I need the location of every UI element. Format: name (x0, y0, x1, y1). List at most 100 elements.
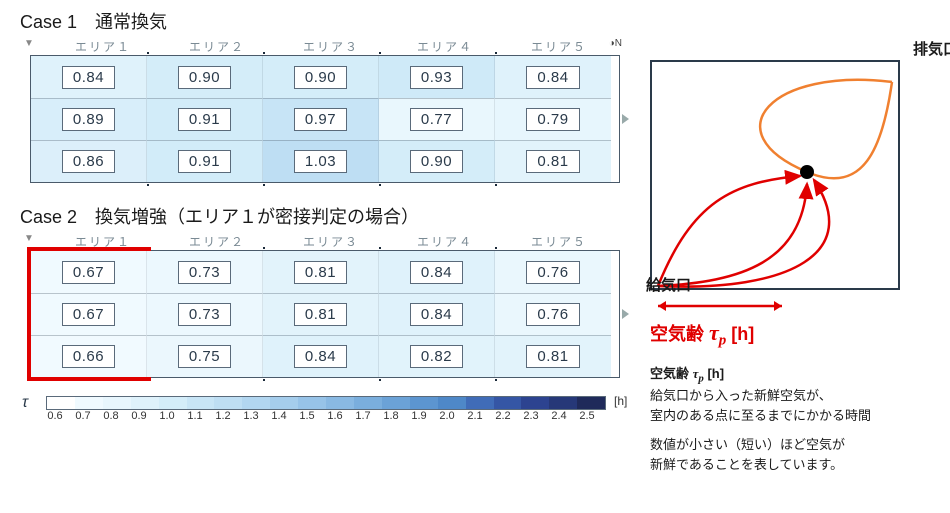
grid-cell: 0.73 (147, 293, 263, 335)
area-label: エリア２ (160, 233, 274, 250)
value-box: 0.67 (62, 303, 115, 326)
grid-cell: 0.90 (263, 56, 379, 98)
grid-cell: 0.77 (379, 98, 495, 140)
scale-segment (521, 397, 549, 409)
scale-tick: 1.7 (349, 410, 377, 422)
area-label: エリア３ (274, 38, 388, 55)
supply-label: 給気口 (646, 274, 691, 295)
legend-line: 数値が小さい（短い）ほど空気が (650, 435, 950, 455)
scale-tick: 2.2 (489, 410, 517, 422)
grid-cell: 0.76 (495, 251, 611, 293)
area-label: エリア５ (502, 233, 616, 250)
value-box: 0.84 (294, 345, 347, 368)
grid-cell: 0.67 (31, 251, 147, 293)
value-box: 0.90 (294, 66, 347, 89)
value-box: 0.76 (526, 261, 579, 284)
scale-segment (214, 397, 242, 409)
scale-tick: 0.8 (97, 410, 125, 422)
grid-row: 0.890.910.970.770.79 (31, 98, 619, 140)
scale-tick: 1.5 (293, 410, 321, 422)
scale-tick: 2.0 (433, 410, 461, 422)
scale-segment (549, 397, 577, 409)
grid-cell: 0.81 (263, 251, 379, 293)
scale-tick: 2.5 (573, 410, 601, 422)
scale-segment (577, 397, 605, 409)
grid-row: 0.660.750.840.820.81 (31, 335, 619, 377)
scale-tick: 1.2 (209, 410, 237, 422)
case2-body: 換気増強（エリア１が密接判定の場合） (77, 207, 419, 227)
case2-grid: 0.670.730.810.840.760.670.730.810.840.76… (30, 250, 620, 378)
case2-title: Case 2 換気増強（エリア１が密接判定の場合） (20, 203, 620, 229)
air-age-prefix: 空気齢 (650, 324, 709, 344)
value-box: 0.90 (178, 66, 231, 89)
grid-cell: 0.73 (147, 251, 263, 293)
grid-cell: 0.97 (263, 98, 379, 140)
scale-segment (242, 397, 270, 409)
value-box: 0.91 (178, 150, 231, 173)
value-box: 0.81 (294, 261, 347, 284)
grid-cell: 0.86 (31, 140, 147, 182)
scale-segment (298, 397, 326, 409)
scale-tick: 1.1 (181, 410, 209, 422)
scale-tick: 1.3 (237, 410, 265, 422)
case1-body: 通常換気 (77, 12, 167, 32)
area-label: エリア４ (388, 233, 502, 250)
tri-left: ▼ (24, 233, 34, 244)
value-box: 0.84 (62, 66, 115, 89)
value-box: 0.90 (410, 150, 463, 173)
air-age-diagram (650, 60, 900, 290)
scale-segment (103, 397, 131, 409)
grid-cell: 0.90 (379, 140, 495, 182)
left-panel: Case 1 通常換気 ▼ エリア１ エリア２ エリア３ エリア４ エリア５ ◑… (0, 0, 640, 474)
area-label: エリア５ (502, 38, 616, 55)
scale-segment (410, 397, 438, 409)
grid-cell: 0.91 (147, 98, 263, 140)
scale-segment (75, 397, 103, 409)
side-marker (622, 114, 629, 124)
grid-cell: 0.84 (495, 56, 611, 98)
grid-cell: 0.89 (31, 98, 147, 140)
grid-cell: 0.84 (379, 293, 495, 335)
grid-cell: 0.81 (495, 335, 611, 377)
grid-cell: 0.84 (31, 56, 147, 98)
legend-line: 室内のある点に至るまでにかかる時間 (650, 406, 950, 426)
value-box: 0.81 (294, 303, 347, 326)
scale-segment (382, 397, 410, 409)
value-box: 0.77 (410, 108, 463, 131)
scale-tick: 2.3 (517, 410, 545, 422)
grid-cell: 1.03 (263, 140, 379, 182)
air-age-caption: 空気齢 τp [h] (650, 320, 950, 350)
grid-cell: 0.84 (379, 251, 495, 293)
scale-tick: 0.6 (41, 410, 69, 422)
area-label: エリア１ (46, 38, 160, 55)
value-box: 0.67 (62, 261, 115, 284)
diagram-svg (652, 62, 902, 292)
bracket-arrow (650, 296, 790, 318)
scale-tick: 0.9 (125, 410, 153, 422)
grid-cell: 0.93 (379, 56, 495, 98)
scale-tick: 0.7 (69, 410, 97, 422)
grid-cell: 0.81 (263, 293, 379, 335)
grid-row: 0.840.900.900.930.84 (31, 56, 619, 98)
value-box: 0.86 (62, 150, 115, 173)
scale-segment (494, 397, 522, 409)
grid-row: 0.67 0.73 0.81 0.84 0.76 (31, 251, 619, 293)
value-box: 1.03 (294, 150, 347, 173)
scale-tick: 1.0 (153, 410, 181, 422)
value-box: 0.91 (178, 108, 231, 131)
grid-row: 0.67 0.73 0.81 0.840.76 (31, 293, 619, 335)
grid-cell: 0.91 (147, 140, 263, 182)
grid-cell: 0.67 (31, 293, 147, 335)
value-box: 0.73 (178, 303, 231, 326)
scale-tick: 1.6 (321, 410, 349, 422)
grid-cell: 0.75 (147, 335, 263, 377)
scale-tick: 2.1 (461, 410, 489, 422)
value-box: 0.73 (178, 261, 231, 284)
case1-grid: 0.840.900.900.930.840.890.910.970.770.79… (30, 55, 620, 183)
grid-cell: 0.84 (263, 335, 379, 377)
right-panel: 排気口 (640, 0, 950, 474)
grid-cell: 0.76 (495, 293, 611, 335)
scale-segment (438, 397, 466, 409)
value-box: 0.75 (178, 345, 231, 368)
tau-symbol: τ (22, 394, 28, 412)
